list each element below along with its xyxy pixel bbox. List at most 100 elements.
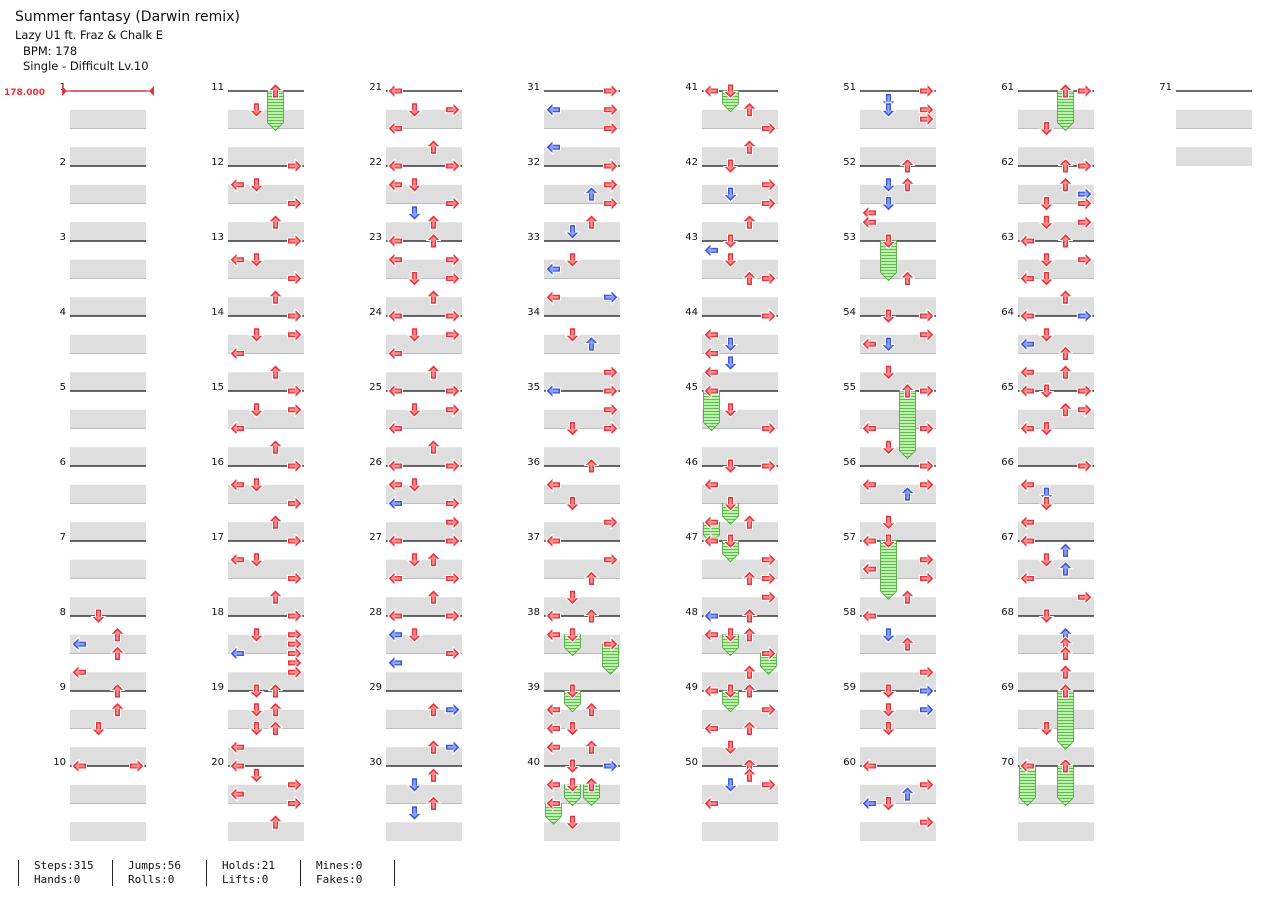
measure-shade: [544, 822, 620, 841]
measure-shade: [1018, 297, 1094, 316]
note-left-arrow-icon: [387, 346, 403, 361]
measure-shade: [70, 409, 146, 429]
note-up-arrow-icon: [268, 701, 283, 718]
note-left-arrow-icon: [703, 327, 719, 343]
measure-shade: [860, 484, 936, 504]
note-left-arrow-icon: [545, 533, 561, 549]
note-left-arrow-icon: [229, 346, 245, 361]
note-right-arrow-icon: [129, 758, 145, 774]
note-up-arrow-icon: [426, 364, 441, 380]
measure-shade: [70, 672, 146, 691]
note-down-arrow-icon: [565, 421, 580, 437]
note-right-arrow-icon: [445, 739, 461, 755]
note-down-arrow-icon: [249, 552, 264, 568]
measure-8: 8: [60, 607, 146, 691]
note-down-arrow-icon: [407, 777, 422, 793]
measure-shade: [228, 597, 304, 616]
bpm-marker-label: 178.000: [4, 88, 45, 98]
measure-61: 61: [1001, 82, 1094, 166]
note-right-arrow-icon: [445, 533, 461, 549]
measure-1: 1: [60, 82, 146, 166]
note-down-arrow-icon: [881, 102, 896, 118]
measure-shade: [386, 747, 462, 766]
measure-shade: [702, 372, 778, 391]
measure-number: 56: [843, 457, 856, 468]
note-left-arrow-icon: [229, 646, 245, 661]
measure-shade: [228, 147, 304, 166]
note-up-arrow-icon: [426, 767, 441, 783]
note-right-arrow-icon: [445, 496, 461, 511]
note-up-arrow-icon: [268, 214, 283, 230]
note-right-arrow-icon: [287, 271, 303, 286]
note-right-arrow-icon: [603, 158, 619, 174]
measure-shade: [228, 409, 304, 429]
note-right-arrow-icon: [445, 308, 461, 324]
measure-52: 52: [843, 157, 936, 241]
note-up-arrow-icon: [1058, 158, 1073, 174]
note-down-arrow-icon: [407, 805, 422, 821]
measure-51: 51: [843, 82, 936, 166]
measure-shade: [70, 709, 146, 729]
measure-64: 64: [1001, 307, 1094, 391]
note-left-arrow-icon: [545, 261, 561, 277]
measure-shade: [1018, 597, 1094, 616]
note-right-arrow-icon: [761, 196, 777, 211]
measure-number: 46: [685, 457, 698, 468]
measure-shade: [544, 634, 620, 654]
note-down-arrow-icon: [1039, 271, 1054, 287]
note-right-arrow-icon: [761, 121, 777, 136]
note-down-arrow-icon: [91, 608, 106, 624]
note-left-arrow-icon: [545, 739, 561, 755]
note-left-arrow-icon: [387, 252, 403, 268]
note-right-arrow-icon: [445, 514, 461, 530]
measure-shade: [228, 522, 304, 541]
note-down-arrow-icon: [565, 252, 580, 268]
note-left-arrow-icon: [703, 608, 719, 624]
note-left-arrow-icon: [387, 655, 403, 671]
measure-53: 53: [843, 232, 936, 316]
measure-shade: [1018, 147, 1094, 166]
note-left-arrow-icon: [545, 102, 561, 118]
note-up-arrow-icon: [1058, 664, 1073, 680]
hold-head-down-arrow-icon: [723, 533, 738, 549]
measure-shade: [1018, 822, 1094, 841]
measure-62: 62: [1001, 157, 1094, 241]
measure-number: 4: [60, 307, 66, 318]
measure-shade: [386, 522, 462, 541]
note-left-arrow-icon: [703, 796, 719, 811]
measure-29: 29: [369, 682, 462, 766]
measure-shade: [386, 297, 462, 316]
measure-shade: [228, 109, 304, 129]
note-up-arrow-icon: [110, 626, 125, 643]
note-left-arrow-icon: [703, 477, 719, 493]
note-left-arrow-icon: [387, 571, 403, 586]
note-left-arrow-icon: [387, 533, 403, 549]
note-left-arrow-icon: [545, 721, 561, 736]
note-up-arrow-icon: [742, 608, 757, 624]
note-down-arrow-icon: [407, 205, 422, 221]
note-down-arrow-icon: [407, 477, 422, 493]
measure-shade: [228, 372, 304, 391]
measure-shade: [70, 184, 146, 204]
measure-10: 10: [53, 757, 146, 841]
measure-31: 31: [527, 82, 620, 166]
note-right-arrow-icon: [445, 608, 461, 624]
hold-note: [703, 383, 720, 432]
measure-shade: [544, 109, 620, 129]
measure-24: 24: [369, 307, 462, 391]
measure-6: 6: [60, 457, 146, 541]
measure-shade: [544, 597, 620, 616]
note-left-arrow-icon: [545, 139, 561, 155]
hold-head-down-arrow-icon: [723, 496, 738, 512]
measure-shade: [860, 222, 936, 241]
measure-number: 13: [211, 232, 224, 243]
note-right-arrow-icon: [919, 308, 935, 324]
measure-number: 38: [527, 607, 540, 618]
measure-shade: [70, 147, 146, 166]
measure-number: 34: [527, 307, 540, 318]
note-down-arrow-icon: [881, 796, 896, 812]
note-down-arrow-icon: [1039, 552, 1054, 568]
hold-note: [1057, 683, 1074, 750]
hold-head-up-arrow-icon: [1058, 758, 1073, 774]
note-up-arrow-icon: [742, 570, 757, 586]
